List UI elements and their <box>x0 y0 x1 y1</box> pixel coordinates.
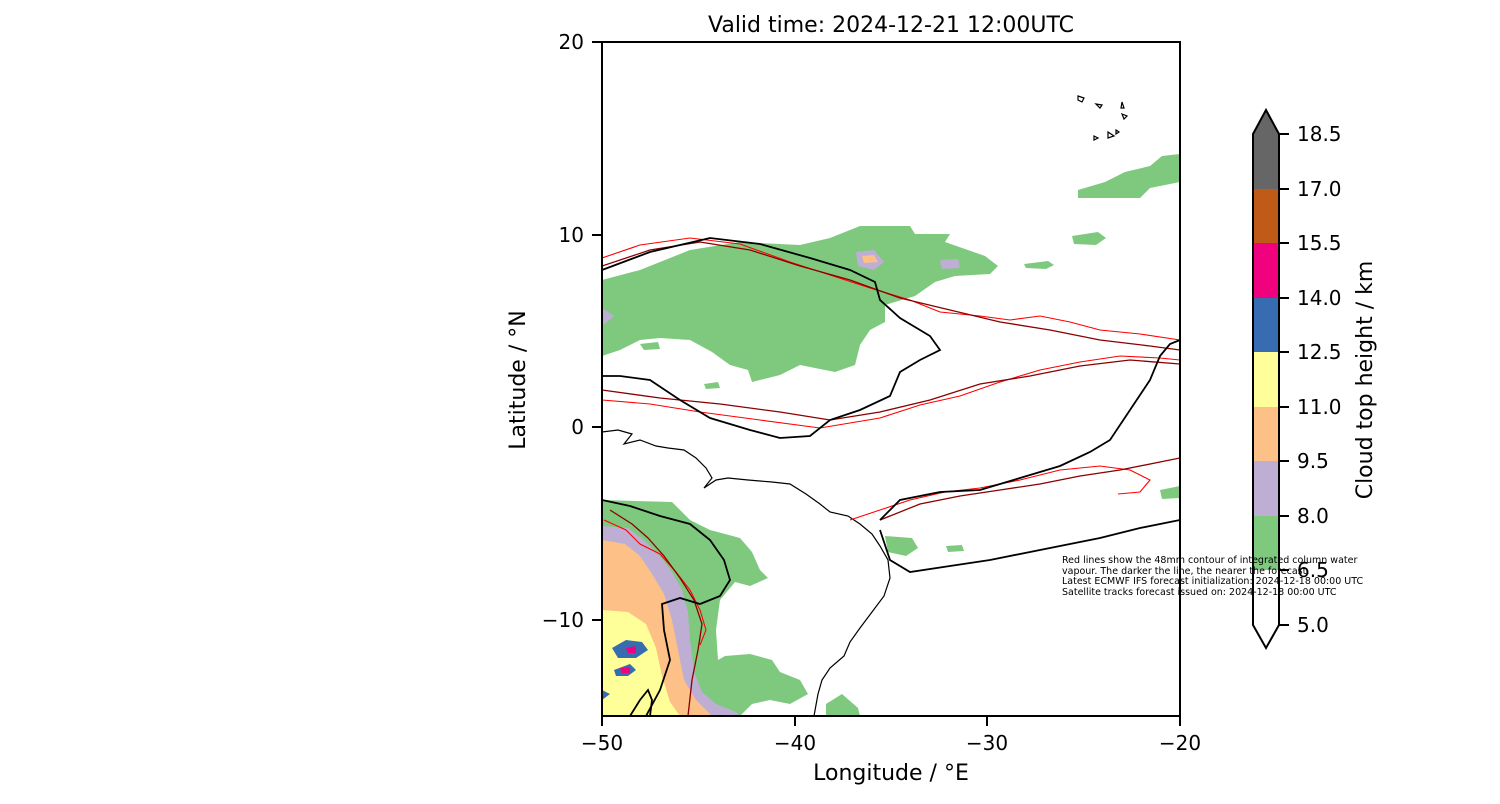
note-line: vapour. The darker the line, the nearer … <box>1062 565 1310 577</box>
colorbar-swatch <box>1253 243 1279 298</box>
x-tick-label: −20 <box>1159 731 1201 755</box>
x-tick-label: −50 <box>581 731 623 755</box>
cloud-pink-2 <box>620 667 630 673</box>
cloud-area-north <box>602 226 998 382</box>
cloud-blob-5 <box>1160 486 1180 499</box>
colorbar-top-extension <box>1253 110 1279 134</box>
y-tick-label: 20 <box>559 30 584 54</box>
cloud-purple-n2 <box>940 259 960 269</box>
colorbar-bottom-extension <box>1253 625 1279 648</box>
iwv-contour-far-1 <box>602 237 1180 341</box>
iwv-contour-near-2 <box>879 339 1180 521</box>
coastline-south-america <box>602 429 891 716</box>
colorbar-tick-label: 15.5 <box>1297 231 1342 255</box>
colorbar-tick-label: 5.0 <box>1297 613 1329 637</box>
colorbar-tick-label: 6.5 <box>1297 558 1329 582</box>
colorbar-swatch <box>1253 352 1279 407</box>
map-panel <box>602 95 1180 716</box>
iwv-contour-near-3 <box>879 519 1180 573</box>
colorbar-swatch <box>1253 570 1279 625</box>
colorbar-tick-label: 17.0 <box>1297 177 1342 201</box>
cloud-purple-w <box>602 308 614 326</box>
cloud-high-layer <box>602 250 960 716</box>
iwv-contour-layer <box>602 237 1180 716</box>
map-title: Valid time: 2024-12-21 12:00UTC <box>708 13 1074 38</box>
y-axis-label: Latitude / °N <box>506 310 531 449</box>
cloud-blob-1 <box>1072 232 1106 245</box>
island-group-3 <box>1120 101 1125 109</box>
cloud-area-ne <box>1078 154 1180 198</box>
colorbar-swatch <box>1253 298 1279 352</box>
colorbar-swatch <box>1253 461 1279 516</box>
cloud-area-south <box>826 694 860 716</box>
y-axis <box>592 41 602 621</box>
note-line: Satellite tracks forecast issued on: 202… <box>1062 586 1337 598</box>
iwv-contour-mid-4 <box>609 509 703 716</box>
colorbar-tick-label: 12.5 <box>1297 340 1342 364</box>
island-group-5 <box>1093 135 1100 141</box>
map-frame <box>601 41 1181 717</box>
x-tick-label: −40 <box>774 731 816 755</box>
island-group-6 <box>1107 130 1116 139</box>
x-tick-label: −30 <box>966 731 1008 755</box>
y-tick-label: −10 <box>542 608 584 632</box>
cloud-blob-4 <box>640 342 660 350</box>
cloud-blob-2 <box>1024 261 1054 269</box>
iwv-contour-mid-3 <box>879 457 1180 521</box>
coastline-layer <box>602 95 1129 716</box>
cloud-blob-3 <box>704 382 720 389</box>
iwv-contour-near-1 <box>602 237 942 439</box>
y-tick-label: 0 <box>571 415 584 439</box>
cloud-pink-1 <box>626 646 636 653</box>
note-line: Latest ECMWF IFS forecast initialization… <box>1062 576 1364 587</box>
x-axis-label: Longitude / °E <box>813 761 969 786</box>
colorbar-tick-label: 11.0 <box>1297 395 1342 419</box>
island-group-4 <box>1120 112 1129 121</box>
colorbar: 18.5 17.0 15.5 14.0 12.5 11.0 9.5 8.0 6.… <box>1252 107 1378 651</box>
iwv-contour-near-4 <box>602 499 731 716</box>
colorbar-label: Cloud top height / km <box>1353 261 1378 500</box>
island-group-7 <box>1115 128 1121 136</box>
cloud-blob-7 <box>946 545 964 552</box>
forecast-note: Red lines show the 48mm contour of integ… <box>1062 555 1422 598</box>
colorbar-tick-label: 8.0 <box>1297 504 1329 528</box>
cloud-blue-3 <box>602 690 610 700</box>
note-line: Red lines show the 48mm contour of integ… <box>1062 555 1358 566</box>
island-group-1 <box>1077 95 1085 103</box>
x-axis <box>601 716 1181 726</box>
colorbar-swatch <box>1253 189 1279 243</box>
colorbar-swatch <box>1253 516 1279 570</box>
colorbar-tick-label: 9.5 <box>1297 449 1329 473</box>
iwv-contour-far-2 <box>602 355 1180 429</box>
y-tick-label: 10 <box>559 223 584 247</box>
cloud-blob-6 <box>885 536 918 556</box>
cloud-orange-n <box>862 255 878 263</box>
colorbar-tick-label: 18.5 <box>1297 122 1342 146</box>
colorbar-swatch <box>1253 407 1279 461</box>
island-group-2 <box>1094 103 1104 109</box>
iwv-contour-far-3 <box>849 465 1151 521</box>
colorbar-tick-label: 14.0 <box>1297 286 1342 310</box>
iwv-contour-mid-2 <box>602 359 1180 421</box>
colorbar-swatch <box>1253 134 1279 189</box>
iwv-contour-near-5 <box>629 688 653 716</box>
iwv-contour-mid-1 <box>602 241 1180 351</box>
